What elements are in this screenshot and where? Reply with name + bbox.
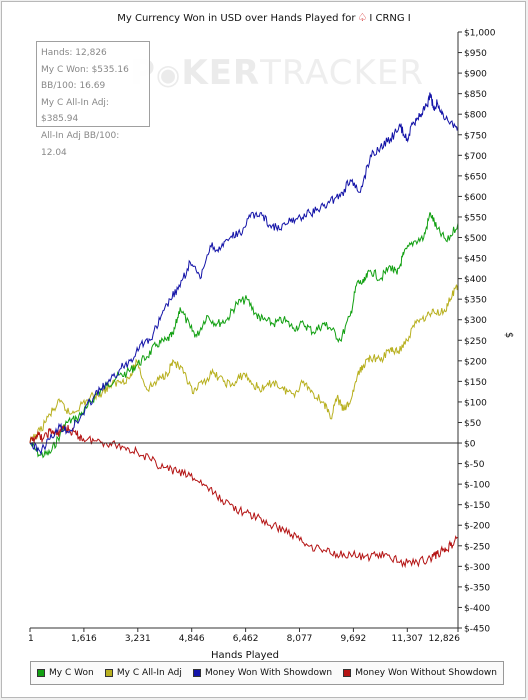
legend-swatch [343, 669, 352, 677]
legend-swatch [37, 669, 45, 677]
x-tick-label: 8,077 [287, 634, 313, 644]
y-tick-label: $650 [464, 172, 487, 182]
x-tick-label: 3,231 [125, 634, 151, 644]
series-layer [29, 92, 459, 569]
x-tick-label: 12,826 [429, 634, 461, 644]
y-tick-label: $-250 [464, 542, 490, 552]
y-tick-label: $300 [464, 316, 487, 326]
spade-suit-icon: ♤ [357, 11, 368, 24]
legend-label: Money Won With Showdown [205, 668, 333, 678]
chart-title: My Currency Won in USD over Hands Played… [0, 11, 528, 24]
chart-title-player: I CRNG I [369, 13, 411, 24]
y-tick-label: $700 [464, 152, 487, 162]
legend-label: Money Won Without Showdown [355, 668, 497, 678]
y-axis-ticks: $1,000 $950 $900 $850 $800 $750 $700 $650 $600 $5… [458, 29, 496, 635]
y-tick-label: $550 [464, 213, 487, 223]
stats-allin-won: My C All-In Adj: $385.94 [41, 97, 109, 125]
y-tick-label: $150 [464, 378, 487, 388]
legend-item: Money Won With Showdown [193, 668, 332, 678]
legend-label: My C Won [49, 668, 94, 678]
y-tick-label: $0 [464, 440, 476, 450]
x-tick-label: 1 [28, 634, 34, 644]
y-tick-label: $600 [464, 193, 487, 203]
stats-allin-bb100: All-In Adj BB/100: 12.04 [41, 130, 120, 158]
y-tick-label: $-150 [464, 501, 490, 511]
y-tick-label: $950 [464, 49, 487, 59]
x-axis-label: Hands Played [211, 650, 279, 661]
y-tick-label: $450 [464, 255, 487, 265]
legend-swatch [193, 669, 202, 677]
legend-swatch [104, 669, 113, 677]
legend-item: My C Won [37, 668, 94, 678]
chart-title-text: My Currency Won in USD over Hands Played… [117, 13, 356, 24]
y-tick-label: $-400 [464, 604, 490, 614]
y-tick-label: $850 [464, 90, 487, 100]
y-tick-label: $50 [464, 419, 481, 429]
x-tick-label: 1,616 [71, 634, 97, 644]
y-tick-label: $400 [464, 275, 487, 285]
series-line-4 [29, 424, 459, 569]
chart-legend: My C Won My C All-In Adj Money Won With Sh… [30, 661, 504, 685]
pokertracker-watermark: P◉KERTRACKER [130, 53, 424, 93]
x-tick-label: 4,846 [179, 634, 205, 644]
y-tick-label: $-350 [464, 583, 490, 593]
stats-hands: Hands: 12,826 [41, 48, 107, 58]
legend-label: My C All-In Adj [116, 668, 182, 678]
y-tick-label: $750 [464, 131, 487, 141]
y-tick-label: $-200 [464, 522, 490, 532]
stats-bb100: BB/100: 16.69 [41, 81, 106, 92]
y-tick-label: $800 [464, 111, 487, 121]
y-tick-label: $500 [464, 234, 487, 244]
y-tick-label: $200 [464, 357, 487, 367]
y-tick-label: $350 [464, 296, 487, 306]
series-line-3 [29, 92, 459, 456]
y-axis-label: $ [503, 332, 514, 338]
stats-won: My C Won: $535.16 [41, 64, 129, 75]
x-tick-label: 11,307 [392, 634, 424, 644]
y-tick-label: $-300 [464, 563, 490, 573]
y-tick-label: $250 [464, 337, 487, 347]
y-tick-label: $-50 [464, 460, 485, 470]
x-tick-label: 9,692 [341, 634, 367, 644]
y-tick-label: $-450 [464, 625, 490, 635]
series-line-2 [29, 284, 459, 444]
y-tick-label: $1,000 [464, 29, 496, 39]
x-tick-label: 6,462 [233, 634, 259, 644]
x-axis-ticks: 1 1,616 3,231 4,846 6,462 8,077 9,692 11,307 12,… [28, 628, 460, 644]
y-tick-label: $100 [464, 398, 487, 408]
legend-item: Money Won Without Showdown [343, 668, 497, 678]
series-line-1 [29, 212, 459, 459]
y-tick-label: $900 [464, 70, 487, 80]
stats-summary-box: Hands: 12,826 My C Won: $535.16 BB/100: … [36, 41, 150, 158]
y-tick-label: $-100 [464, 481, 490, 491]
legend-item: My C All-In Adj [104, 668, 182, 678]
